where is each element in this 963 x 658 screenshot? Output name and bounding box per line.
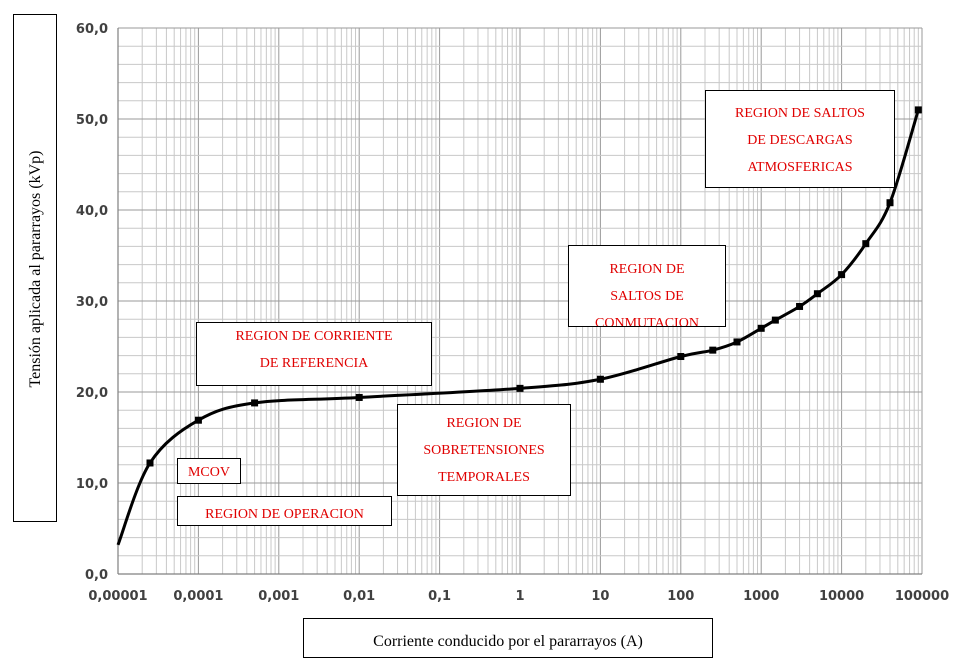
data-point-marker xyxy=(796,302,804,310)
annotation-line: REGION DE xyxy=(609,262,685,277)
data-point-marker xyxy=(251,399,259,407)
data-point-marker xyxy=(146,459,154,467)
annotation-line: CONMUTACION xyxy=(595,316,699,327)
x-tick-label: 100000 xyxy=(895,589,949,604)
data-point-marker xyxy=(813,290,821,298)
data-point-marker xyxy=(886,199,894,207)
y-tick-label: 10,0 xyxy=(76,477,108,492)
annotation-line: DE REFERENCIA xyxy=(259,356,369,371)
annotation-line: SOBRETENSIONES xyxy=(423,443,545,458)
annotation-line: MCOV xyxy=(187,465,230,480)
data-point-marker xyxy=(709,346,717,354)
data-point-marker xyxy=(677,353,685,361)
data-point-marker xyxy=(516,384,524,392)
annotation-line: REGION DE OPERACION xyxy=(205,507,364,522)
annotation-corriente-referencia: REGION DE CORRIENTE DE REFERENCIA xyxy=(196,322,432,386)
y-tick-label: 50,0 xyxy=(76,113,108,128)
data-point-marker xyxy=(771,316,779,324)
x-tick-label: 0,00001 xyxy=(88,589,147,604)
annotation-line: SALTOS DE xyxy=(610,289,684,304)
y-tick-label: 20,0 xyxy=(76,386,108,401)
annotation-line: REGION DE CORRIENTE xyxy=(235,329,393,344)
data-point-marker xyxy=(596,375,604,383)
annotation-saltos-descargas-atmosfericas: REGION DE SALTOS DE DESCARGAS ATMOSFERIC… xyxy=(705,90,895,188)
x-tick-label: 1 xyxy=(515,589,524,604)
axes xyxy=(117,28,922,575)
y-axis-title-box: Tensión aplicada al pararrayos (kVp) xyxy=(13,14,57,522)
annotation-sobretensiones-temporales: REGION DE SOBRETENSIONES TEMPORALES xyxy=(397,404,571,496)
x-tick-label: 0,01 xyxy=(343,589,375,604)
data-point-marker xyxy=(733,338,741,346)
x-tick-label: 10 xyxy=(591,589,609,604)
x-tick-label: 1000 xyxy=(743,589,779,604)
y-tick-label: 30,0 xyxy=(76,295,108,310)
data-point-marker xyxy=(194,416,202,424)
x-tick-label: 0,0001 xyxy=(173,589,223,604)
annotation-saltos-conmutacion: REGION DE SALTOS DE CONMUTACION xyxy=(568,245,726,327)
x-tick-label: 0,001 xyxy=(258,589,299,604)
data-point-marker xyxy=(914,106,922,114)
annotation-line: REGION DE xyxy=(446,416,522,431)
annotation-region-operacion: REGION DE OPERACION xyxy=(177,496,392,526)
y-axis-title: Tensión aplicada al pararrayos (kVp) xyxy=(27,150,44,388)
y-tick-label: 40,0 xyxy=(76,204,108,219)
data-point-marker xyxy=(757,324,765,332)
x-axis-title: Corriente conducido por el pararrayos (A… xyxy=(373,633,643,650)
series xyxy=(116,106,922,546)
data-point-marker xyxy=(862,240,870,248)
tick-labels: 0,00001 0,0001 0,001 0,01 0,1 1 10 100 1000 10000… xyxy=(76,22,949,604)
x-tick-label: 10000 xyxy=(819,589,864,604)
y-tick-label: 60,0 xyxy=(76,22,108,37)
annotation-line: REGION DE SALTOS xyxy=(735,106,865,121)
data-point-marker xyxy=(355,393,363,401)
x-tick-label: 100 xyxy=(667,589,694,604)
data-point-marker xyxy=(838,271,846,279)
y-tick-label: 0,0 xyxy=(85,568,108,583)
annotation-mcov: MCOV xyxy=(177,458,241,484)
x-axis-title-box: Corriente conducido por el pararrayos (A… xyxy=(303,618,713,658)
annotation-line: DE DESCARGAS xyxy=(747,133,853,148)
annotation-line: ATMOSFERICAS xyxy=(747,160,853,175)
x-tick-label: 0,1 xyxy=(428,589,451,604)
annotation-line: TEMPORALES xyxy=(438,470,530,485)
